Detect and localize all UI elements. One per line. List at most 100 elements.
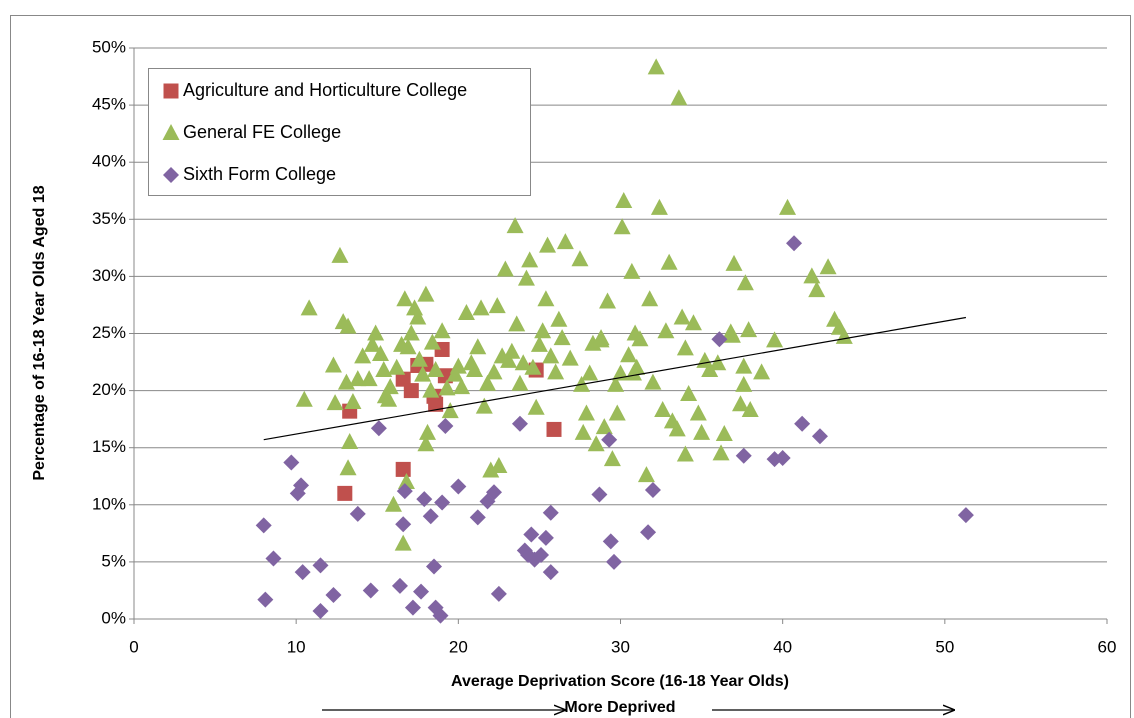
point	[349, 370, 367, 387]
point	[527, 398, 545, 415]
point	[520, 547, 537, 564]
point	[514, 354, 532, 371]
point	[417, 285, 435, 302]
point	[657, 322, 675, 339]
point	[486, 484, 503, 501]
legend-label: Agriculture and Horticulture College	[183, 80, 467, 100]
point	[326, 394, 344, 411]
point	[676, 339, 694, 356]
point	[592, 331, 610, 348]
point	[475, 397, 493, 414]
legend-marker	[163, 83, 179, 99]
point	[409, 308, 427, 325]
point	[740, 321, 758, 338]
point	[779, 198, 797, 215]
point	[741, 401, 759, 418]
point	[295, 390, 313, 407]
point	[723, 326, 741, 343]
point	[503, 342, 521, 359]
point	[647, 58, 665, 75]
point	[571, 250, 589, 267]
point	[469, 509, 486, 526]
point	[680, 385, 698, 402]
point	[601, 431, 618, 448]
point	[546, 421, 562, 437]
point	[613, 218, 631, 235]
point	[479, 374, 497, 391]
point	[542, 504, 559, 521]
point	[725, 254, 743, 271]
point	[419, 423, 437, 440]
y-tick-label: 10%	[92, 494, 126, 513]
point	[402, 324, 420, 341]
point	[774, 449, 791, 466]
point	[312, 603, 329, 620]
point	[426, 558, 443, 575]
y-axis-label: Percentage of 16-18 Year Olds Aged 18	[31, 185, 48, 480]
point	[485, 363, 503, 380]
point	[414, 365, 432, 382]
point	[488, 297, 506, 314]
point	[395, 371, 411, 387]
point	[404, 599, 421, 616]
point	[354, 347, 372, 364]
point	[581, 364, 599, 381]
y-tick-label: 0%	[101, 608, 126, 627]
point	[620, 346, 638, 363]
y-tick-label: 35%	[92, 209, 126, 228]
point	[608, 404, 626, 421]
x-axis-label: Average Deprivation Score (16-18 Year Ol…	[451, 673, 789, 690]
point	[324, 356, 342, 373]
legend	[148, 68, 531, 196]
x-tick-label: 40	[773, 637, 792, 656]
point	[422, 508, 439, 525]
point	[312, 557, 329, 574]
point	[339, 317, 357, 334]
point	[603, 450, 621, 467]
point	[294, 564, 311, 581]
point	[437, 418, 454, 435]
y-tick-label: 45%	[92, 95, 126, 114]
point	[607, 375, 625, 392]
annotation: More Deprived	[564, 699, 675, 716]
point	[434, 494, 451, 511]
point	[735, 375, 753, 392]
point	[511, 374, 529, 391]
point	[438, 379, 456, 396]
point	[422, 381, 440, 398]
point	[547, 363, 565, 380]
legend-marker	[162, 124, 180, 140]
point	[819, 258, 837, 275]
point	[394, 534, 412, 551]
y-tick-label: 5%	[101, 551, 126, 570]
point	[300, 299, 318, 316]
legend-label: General FE College	[183, 122, 341, 142]
point	[521, 251, 539, 268]
point	[577, 404, 595, 421]
point	[403, 383, 419, 399]
point	[388, 358, 406, 375]
point	[428, 396, 444, 412]
legend-items: Agriculture and Horticulture College Gene…	[162, 80, 467, 184]
point	[711, 331, 728, 348]
point	[542, 347, 560, 364]
point	[693, 423, 711, 440]
point	[550, 310, 568, 327]
point	[255, 517, 272, 534]
point	[556, 233, 574, 250]
point	[735, 357, 753, 374]
point	[957, 507, 974, 524]
point	[689, 404, 707, 421]
point	[533, 547, 550, 564]
y-tick-label: 25%	[92, 323, 126, 342]
point	[469, 338, 487, 355]
point	[339, 459, 357, 476]
point	[360, 370, 378, 387]
point	[684, 314, 702, 331]
point	[331, 246, 349, 263]
point	[534, 322, 552, 339]
point	[399, 338, 417, 355]
point	[391, 577, 408, 594]
point	[709, 354, 727, 371]
point	[325, 587, 342, 604]
